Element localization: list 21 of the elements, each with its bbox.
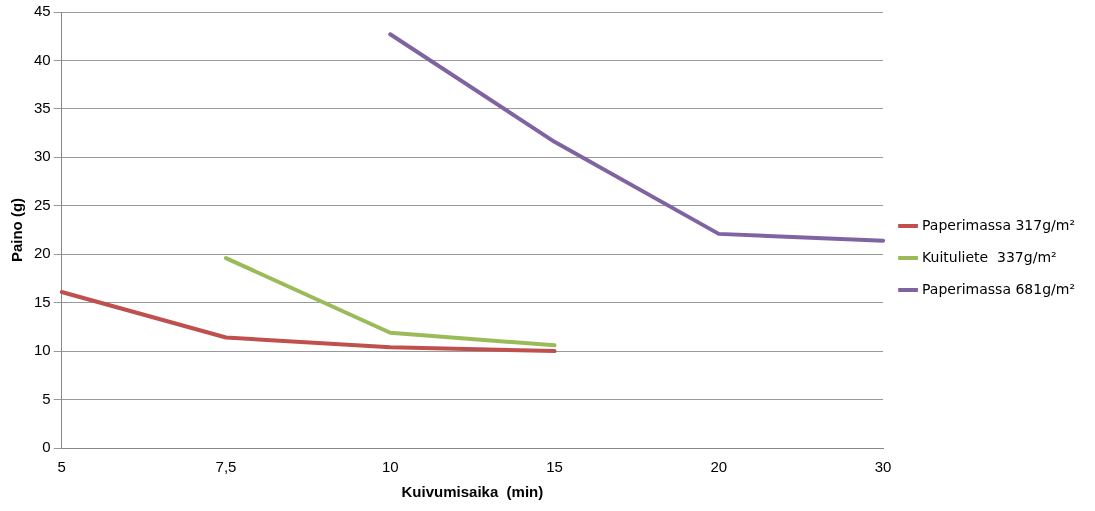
y-tick-label: 40 xyxy=(34,50,51,68)
legend-label: Kuituliete 337g/m² xyxy=(922,248,1057,265)
y-tick-label: 25 xyxy=(34,195,51,213)
y-axis-title: Paino (g) xyxy=(8,197,26,263)
x-tick-label: 10 xyxy=(381,458,399,476)
y-tick-label: 30 xyxy=(34,147,51,165)
y-tick-label: 15 xyxy=(34,292,51,310)
y-tick-label: 5 xyxy=(42,389,51,407)
x-tick-label: 7,5 xyxy=(215,458,237,476)
legend-label: Paperimassa 681g/m² xyxy=(922,280,1076,297)
y-tick-label: 45 xyxy=(34,2,51,20)
y-tick-label: 35 xyxy=(34,99,51,117)
x-tick-label: 15 xyxy=(546,458,563,476)
y-tick-label: 0 xyxy=(42,438,51,456)
y-tick-label: 20 xyxy=(34,244,51,262)
x-axis-title: Kuivumisaika (min) xyxy=(401,483,544,501)
legend-label: Paperimassa 317g/m² xyxy=(922,216,1076,233)
y-tick-label: 10 xyxy=(34,341,51,359)
x-tick-label: 20 xyxy=(710,458,728,476)
x-tick-label: 5 xyxy=(57,458,66,476)
x-tick-label: 30 xyxy=(874,458,892,476)
